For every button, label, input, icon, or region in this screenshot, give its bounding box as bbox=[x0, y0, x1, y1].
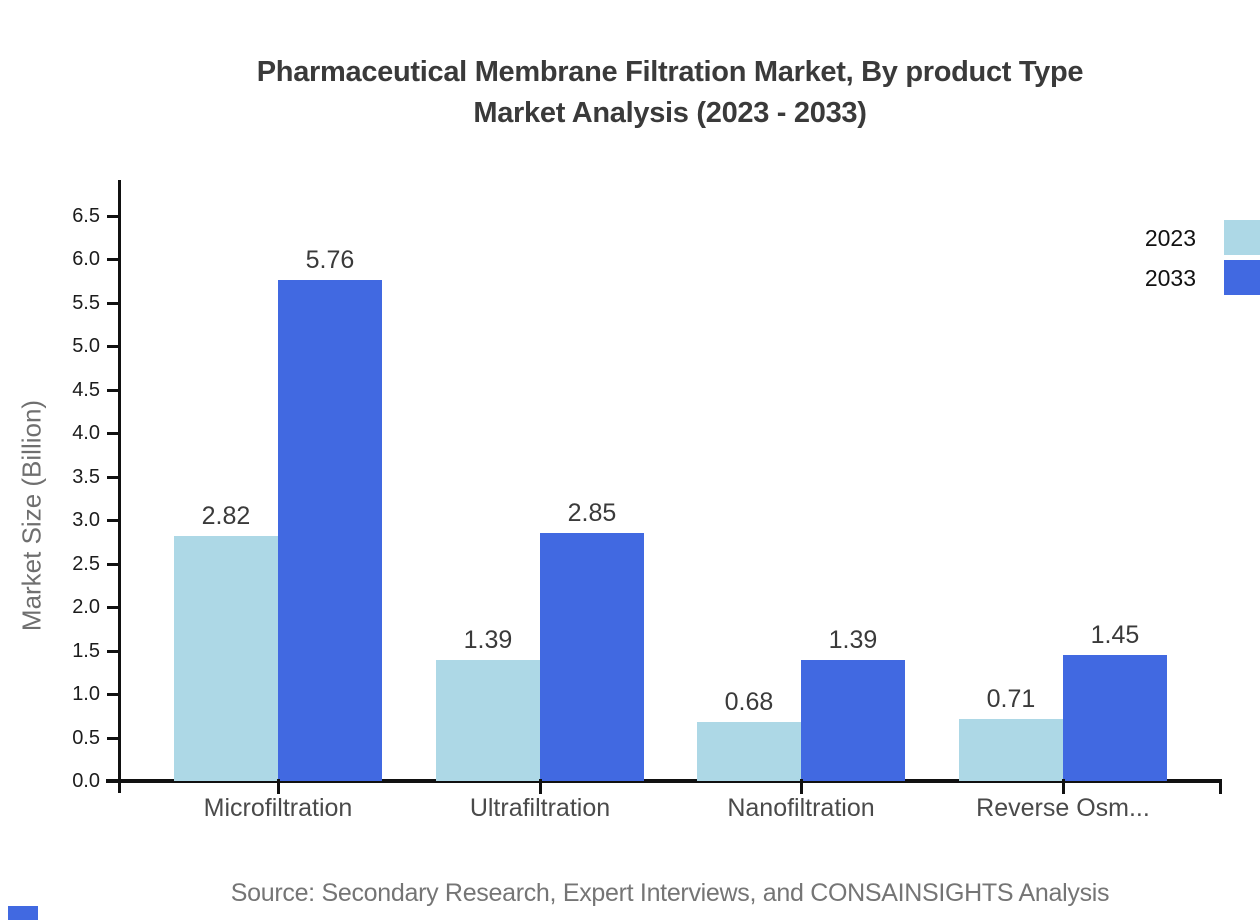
chart-title-line1: Pharmaceutical Membrane Filtration Marke… bbox=[256, 56, 1084, 88]
y-axis-tick bbox=[107, 519, 118, 522]
legend-swatch-2033 bbox=[1224, 260, 1260, 295]
y-axis-tick-label: 4.0 bbox=[72, 422, 100, 444]
y-axis-tick-label: 1.5 bbox=[72, 639, 100, 662]
y-axis-tick-label: 6.5 bbox=[72, 204, 100, 227]
y-axis-tick-label: 3.0 bbox=[72, 509, 100, 531]
bar-2023-2 bbox=[436, 660, 540, 781]
x-axis-line bbox=[106, 779, 1222, 783]
bar-2033-3 bbox=[801, 660, 905, 781]
y-axis-tick-label: 2.0 bbox=[72, 596, 100, 618]
source-attribution: Source: Secondary Research, Expert Inter… bbox=[230, 879, 1110, 907]
y-axis-tick bbox=[107, 214, 118, 218]
x-axis-tick bbox=[539, 779, 542, 794]
bar-value-label: 2.82 bbox=[201, 501, 251, 530]
x-axis-tick bbox=[1062, 779, 1065, 794]
legend-swatch-2023 bbox=[1224, 220, 1260, 255]
x-axis-category-label: Ultrafiltration bbox=[469, 794, 611, 822]
bar-2023-1 bbox=[174, 535, 278, 781]
y-axis-tick-label: 0.5 bbox=[72, 726, 100, 749]
y-axis-line bbox=[118, 180, 121, 793]
x-axis-tick bbox=[800, 779, 803, 794]
y-axis-tick-label: 5.0 bbox=[72, 335, 100, 357]
watermark-square bbox=[8, 906, 38, 920]
y-axis-tick bbox=[107, 736, 118, 740]
bar-value-label: 5.76 bbox=[305, 245, 355, 274]
x-axis-tick bbox=[277, 779, 280, 794]
y-axis-tick bbox=[107, 649, 118, 653]
y-axis-tick bbox=[107, 562, 118, 566]
y-axis-tick bbox=[107, 606, 118, 609]
bar-value-label: 2.85 bbox=[567, 499, 617, 528]
bar-value-label: 0.71 bbox=[986, 685, 1036, 714]
bar-value-label: 1.45 bbox=[1090, 620, 1140, 649]
bar-2023-3 bbox=[697, 721, 801, 781]
bar-value-label: 0.68 bbox=[724, 687, 774, 716]
y-axis-tick bbox=[107, 780, 118, 783]
x-axis-category-label: Microfiltration bbox=[203, 794, 353, 822]
y-axis-tick bbox=[107, 301, 118, 305]
y-axis-tick-label: 2.5 bbox=[72, 552, 100, 575]
y-axis-tick bbox=[107, 258, 118, 261]
y-axis-tick bbox=[107, 475, 118, 479]
y-axis-tick bbox=[107, 388, 118, 392]
legend-label-2033: 2033 bbox=[1144, 265, 1196, 291]
y-axis-tick bbox=[107, 693, 118, 696]
bar-value-label: 1.39 bbox=[463, 626, 513, 655]
x-axis-end-tick bbox=[1219, 779, 1222, 794]
bar-2033-1 bbox=[278, 279, 382, 781]
y-axis-tick bbox=[107, 432, 118, 435]
y-axis-tick-label: 1.0 bbox=[72, 683, 100, 705]
bar-2023-4 bbox=[959, 719, 1063, 781]
x-axis-category-label: Reverse Osm... bbox=[976, 794, 1150, 822]
y-axis-tick-label: 3.5 bbox=[72, 465, 100, 488]
x-axis-category-label: Nanofiltration bbox=[727, 794, 875, 822]
chart-title: Pharmaceutical Membrane Filtration Marke… bbox=[76, 52, 1260, 134]
bar-value-label: 1.39 bbox=[828, 626, 878, 655]
y-axis-tick bbox=[107, 345, 118, 348]
bar-2033-2 bbox=[540, 533, 644, 781]
y-axis-tick-label: 5.5 bbox=[72, 291, 100, 314]
y-axis-tick-label: 0.0 bbox=[72, 770, 100, 792]
chart-title-line2: Market Analysis (2023 - 2033) bbox=[473, 97, 867, 129]
bar-2033-4 bbox=[1063, 654, 1167, 781]
y-axis-tick-label: 4.5 bbox=[72, 378, 100, 401]
y-axis-tick-label: 6.0 bbox=[72, 248, 100, 270]
legend-label-2023: 2023 bbox=[1144, 225, 1196, 251]
